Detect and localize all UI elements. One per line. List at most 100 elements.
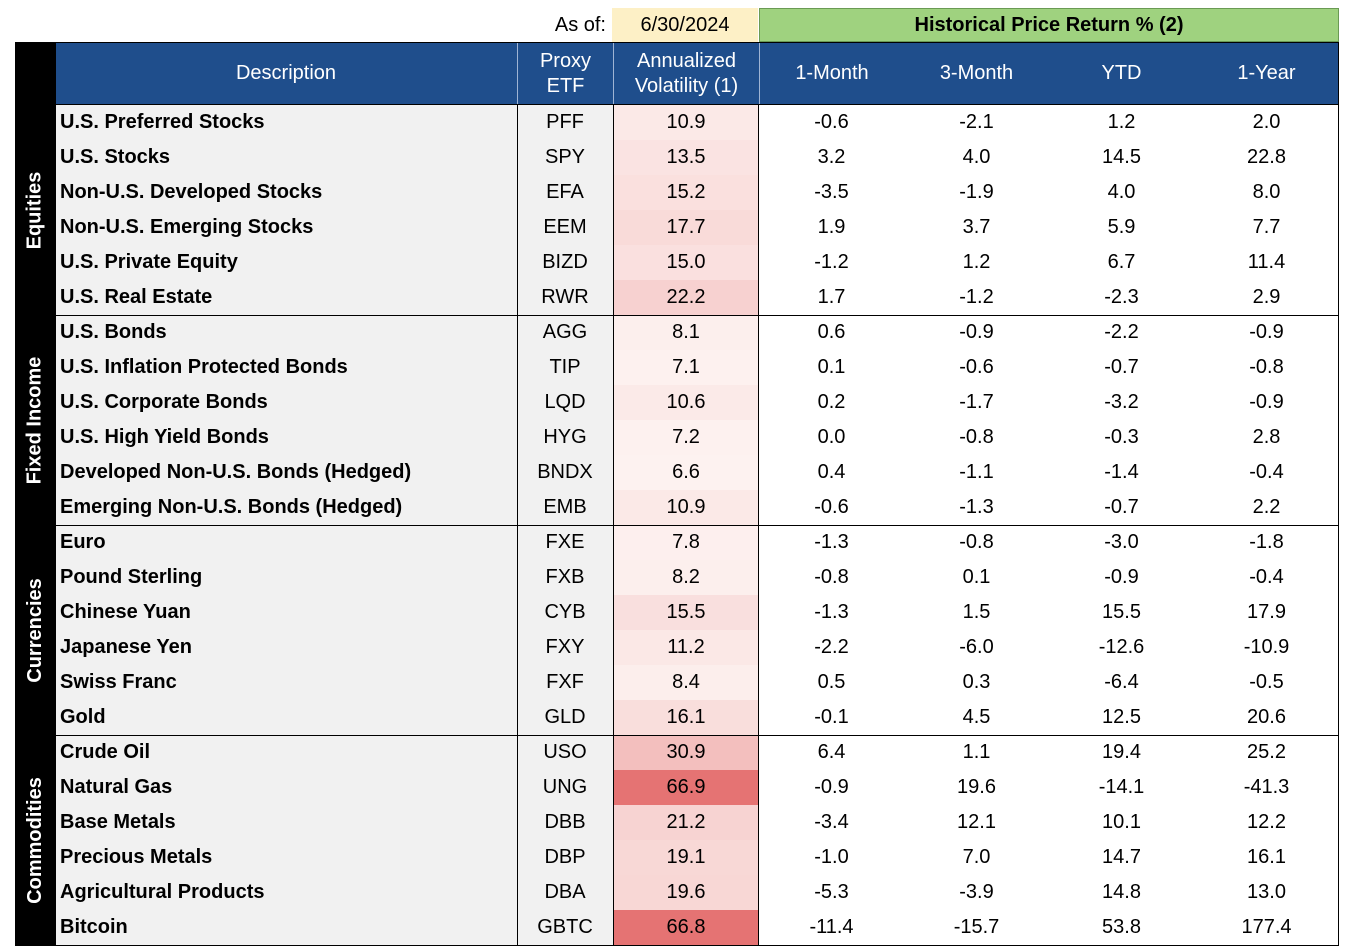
row-return-m3: -15.7: [953, 916, 1000, 938]
row-return-ytd: 14.5: [1102, 146, 1141, 168]
as-of-label: As of:: [554, 13, 606, 36]
row-proxy-etf: AGG: [542, 321, 588, 343]
column-divider: [517, 105, 518, 946]
table-row: U.S. Corporate Bonds LQD 10.6 0.2 -1.7 -3.2 -0…: [55, 385, 1339, 420]
header-1-year: 1-Year: [1237, 62, 1296, 84]
row-return-ytd: 15.5: [1102, 601, 1141, 623]
row-return-y1: -10.9: [1243, 636, 1290, 658]
row-proxy-etf: LQD: [544, 391, 586, 413]
row-volatility: 7.2: [613, 420, 759, 455]
row-return-m3: -3.9: [959, 881, 994, 903]
row-proxy-etf: BNDX: [537, 461, 593, 483]
table-row: Crude Oil USO 30.9 6.4 1.1 19.4 25.2: [55, 735, 1339, 770]
row-return-ytd: 6.7: [1107, 251, 1136, 273]
row-return-y1: -0.9: [1249, 321, 1284, 343]
row-return-m1: -0.8: [814, 566, 849, 588]
row-volatility: 7.8: [613, 525, 759, 560]
row-return-y1: 7.7: [1252, 216, 1281, 238]
table-row: Pound Sterling FXB 8.2 -0.8 0.1 -0.9 -0.4: [55, 560, 1339, 595]
group-divider: [15, 315, 1339, 316]
row-proxy-etf: FXF: [546, 671, 584, 693]
row-return-m1: 3.2: [817, 146, 846, 168]
table-row: Natural Gas UNG 66.9 -0.9 19.6 -14.1 -41.3: [55, 770, 1339, 805]
row-description: Non-U.S. Emerging Stocks: [60, 216, 314, 238]
row-return-m3: 1.2: [962, 251, 991, 273]
row-volatility: 15.5: [613, 595, 759, 630]
row-return-y1: -0.4: [1249, 566, 1284, 588]
row-return-ytd: 19.4: [1102, 741, 1141, 763]
row-description: Base Metals: [60, 811, 176, 833]
row-return-m3: -0.6: [959, 356, 994, 378]
column-divider: [15, 42, 16, 946]
group-divider: [15, 525, 1339, 526]
row-return-m3: -2.1: [959, 111, 994, 133]
row-description: U.S. Corporate Bonds: [60, 391, 268, 413]
row-return-m3: -1.3: [959, 496, 994, 518]
header-1-month: 1-Month: [759, 42, 904, 105]
row-return-m1: 1.9: [817, 216, 846, 238]
header-top-border: [15, 42, 1339, 43]
group-label-text: Currencies: [23, 577, 46, 683]
row-description: Natural Gas: [60, 776, 173, 798]
header-bottom-border: [55, 104, 1339, 105]
row-return-m3: 4.0: [962, 146, 991, 168]
group-label-text: Fixed Income: [23, 356, 46, 484]
header-ytd: YTD: [1101, 62, 1142, 84]
row-volatility: 10.6: [613, 385, 759, 420]
row-description: Emerging Non-U.S. Bonds (Hedged): [60, 496, 403, 518]
header-3-month: 3-Month: [939, 62, 1014, 84]
row-return-ytd: 5.9: [1107, 216, 1136, 238]
row-description: Crude Oil: [60, 741, 151, 763]
row-description: U.S. Inflation Protected Bonds: [60, 356, 348, 378]
row-return-m3: 0.1: [962, 566, 991, 588]
row-proxy-etf: FXY: [545, 636, 585, 658]
historical-return-title: Historical Price Return % (2): [759, 8, 1339, 42]
row-return-m3: -6.0: [959, 636, 994, 658]
row-return-m3: -1.9: [959, 181, 994, 203]
table-header: Description Proxy ETF Annualized Volatil…: [55, 42, 1339, 105]
row-volatility: 22.2: [613, 280, 759, 315]
row-return-y1: 8.0: [1252, 181, 1281, 203]
row-return-m1: -1.2: [814, 251, 849, 273]
row-return-ytd: -3.2: [1104, 391, 1139, 413]
row-description: Bitcoin: [60, 916, 128, 938]
table-body: U.S. Preferred Stocks PFF 10.9 -0.6 -2.1 1.2 2…: [55, 105, 1339, 945]
row-return-y1: 12.2: [1247, 811, 1286, 833]
table-row: Agricultural Products DBA 19.6 -5.3 -3.9 14.8…: [55, 875, 1339, 910]
row-return-m1: -0.6: [814, 111, 849, 133]
row-proxy-etf: CYB: [544, 601, 586, 623]
row-return-y1: -1.8: [1249, 531, 1284, 553]
row-return-m3: 12.1: [957, 811, 996, 833]
row-return-ytd: -0.7: [1104, 496, 1139, 518]
row-description: Swiss Franc: [60, 671, 177, 693]
row-volatility: 17.7: [613, 210, 759, 245]
row-return-ytd: 1.2: [1107, 111, 1136, 133]
row-description: Pound Sterling: [60, 566, 203, 588]
row-proxy-etf: RWR: [541, 286, 589, 308]
row-return-ytd: 53.8: [1102, 916, 1141, 938]
header-proxy-etf: Proxy ETF: [517, 42, 613, 105]
row-return-m1: -1.3: [814, 531, 849, 553]
header-volatility: Annualized Volatility (1): [613, 42, 759, 105]
table-row: U.S. Bonds AGG 8.1 0.6 -0.9 -2.2 -0.9: [55, 315, 1339, 350]
column-divider: [55, 42, 56, 946]
row-description: Chinese Yuan: [60, 601, 191, 623]
row-return-y1: 2.9: [1252, 286, 1281, 308]
header-vol-line1: Annualized: [637, 49, 736, 72]
group-label: Equities: [15, 105, 55, 315]
row-volatility: 8.2: [613, 560, 759, 595]
row-return-m3: -1.7: [959, 391, 994, 413]
header-vol-line2: Volatility (1): [634, 74, 739, 97]
row-return-m3: 1.5: [962, 601, 991, 623]
row-return-m1: -0.1: [814, 706, 849, 728]
row-return-m3: 3.7: [962, 216, 991, 238]
row-description: U.S. Preferred Stocks: [60, 111, 265, 133]
row-return-y1: 20.6: [1247, 706, 1286, 728]
row-proxy-etf: EFA: [546, 181, 584, 203]
row-return-m3: -0.8: [959, 531, 994, 553]
table-row: Precious Metals DBP 19.1 -1.0 7.0 14.7 16.1: [55, 840, 1339, 875]
row-volatility: 15.0: [613, 245, 759, 280]
row-return-y1: -0.4: [1249, 461, 1284, 483]
row-return-ytd: -12.6: [1098, 636, 1145, 658]
row-proxy-etf: SPY: [544, 146, 586, 168]
